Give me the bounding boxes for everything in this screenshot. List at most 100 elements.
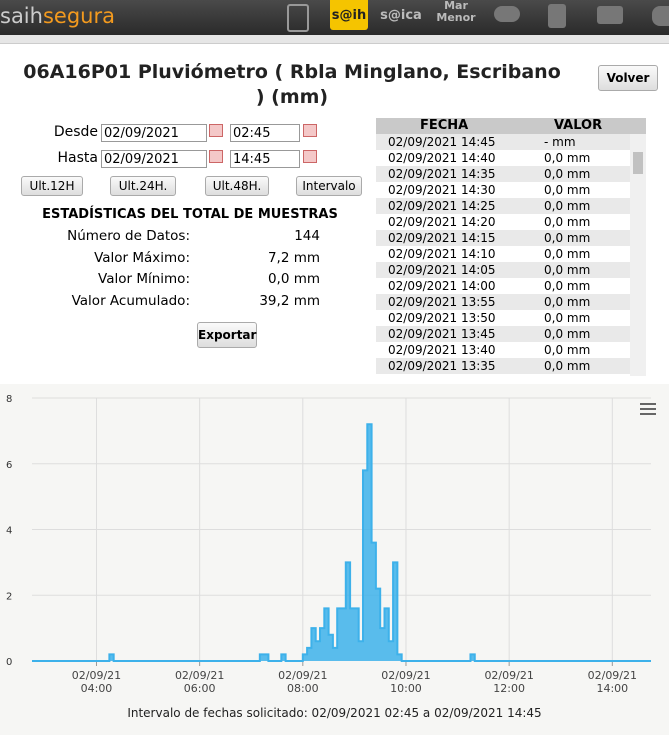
x-tick-label: 02/09/21 06:00 — [174, 669, 225, 695]
rain-area — [32, 424, 651, 661]
value-cell: 0,0 mm — [544, 215, 591, 229]
header-cell: VALOR — [554, 118, 603, 133]
calendar-icon[interactable] — [209, 150, 223, 163]
table-row: 02/09/2021 14:15 0,0 mm — [376, 230, 630, 246]
rain-line — [32, 423, 651, 662]
nav-saih[interactable]: s@ih — [331, 8, 367, 23]
range-button[interactable]: Ult.24H. — [110, 176, 176, 196]
clock-icon[interactable] — [303, 124, 317, 137]
to-label: Hasta — [57, 150, 98, 166]
range-button[interactable]: Ult.12H — [21, 176, 83, 196]
from-date[interactable]: 02/09/2021 — [101, 124, 207, 142]
value-cell: 0,0 mm — [544, 167, 591, 181]
tablet-icon[interactable] — [287, 4, 309, 32]
chart: 0 2 4 6 8 — [6, 394, 656, 668]
date-cell: 02/09/2021 14:15 — [388, 231, 496, 245]
weather-icon[interactable] — [494, 6, 520, 22]
clock-icon[interactable] — [303, 150, 317, 163]
value-cell: 0,0 mm — [544, 295, 591, 309]
scroll-thumb[interactable] — [633, 152, 643, 174]
date-cell: 02/09/2021 14:25 — [388, 199, 496, 213]
x-tick-label: 02/09/21 10:00 — [381, 669, 431, 695]
logo[interactable]: saihsegura — [0, 4, 115, 28]
x-tick-label: 02/09/21 12:00 — [484, 669, 534, 695]
nav-saica[interactable]: s@ica — [380, 8, 422, 23]
to-time[interactable]: 14:45 — [230, 150, 300, 168]
value-cell: 0,0 mm — [544, 263, 591, 277]
value-cell: 0,0 mm — [544, 199, 591, 213]
menu-icon[interactable] — [640, 403, 656, 415]
stat-label: Valor Acumulado: — [71, 292, 190, 309]
extra-icon[interactable] — [652, 6, 669, 26]
logo-b: segura — [42, 4, 115, 28]
stat-value: 144 — [294, 228, 320, 244]
value-cell: 0,0 mm — [544, 343, 591, 357]
stat-label: Valor Máximo: — [94, 249, 190, 266]
date-cell: 02/09/2021 13:50 — [388, 311, 496, 325]
table-row: 02/09/2021 13:40 0,0 mm — [376, 342, 630, 358]
date-cell: 02/09/2021 14:20 — [388, 215, 496, 229]
table-row: 02/09/2021 13:35 0,0 mm — [376, 358, 630, 374]
value-cell: 0,0 mm — [544, 183, 591, 197]
y-tick-label: 8 — [6, 394, 12, 405]
date-cell: 02/09/2021 13:35 — [388, 359, 496, 373]
stat-label: Número de Datos: — [67, 228, 190, 244]
active-tab[interactable] — [330, 0, 368, 30]
panel-icon[interactable] — [597, 6, 623, 24]
value-cell: - mm — [544, 135, 576, 149]
header-cell: FECHA — [420, 118, 469, 133]
table-row: 02/09/2021 13:50 0,0 mm — [376, 310, 630, 326]
table-row: 02/09/2021 14:40 0,0 mm — [376, 150, 630, 166]
stat-value: 7,2 mm — [267, 249, 320, 266]
x-tick-label: 02/09/21 08:00 — [278, 669, 328, 695]
calendar-icon[interactable] — [209, 124, 223, 137]
range-button[interactable]: Ult.48H. — [205, 176, 269, 196]
value-cell: 0,0 mm — [544, 279, 591, 293]
stat-label: Valor Mínimo: — [98, 271, 190, 287]
date-cell: 02/09/2021 13:45 — [388, 327, 496, 341]
date-cell: 02/09/2021 14:35 — [388, 167, 496, 181]
x-tick-label: 02/09/21 04:00 — [71, 669, 122, 695]
table-header: FECHA VALOR — [376, 118, 646, 134]
from-time[interactable]: 02:45 — [230, 124, 300, 142]
export-button[interactable]: Exportar — [197, 322, 257, 348]
table-row: 02/09/2021 14:05 0,0 mm — [376, 262, 630, 278]
value-cell: 0,0 mm — [544, 231, 591, 245]
date-cell: 02/09/2021 14:45 — [388, 135, 496, 149]
to-date[interactable]: 02/09/2021 — [101, 150, 207, 168]
value-cell: 0,0 mm — [544, 359, 591, 373]
stat-value: 0,0 mm — [267, 271, 320, 287]
scrollbar[interactable] — [630, 134, 646, 376]
logo-a: saih — [0, 4, 43, 28]
y-tick-label: 4 — [6, 526, 12, 537]
page-title: 06A16P01 Pluviómetro ( Rbla Minglano, Es… — [23, 61, 561, 108]
table-row: 02/09/2021 13:55 0,0 mm — [376, 294, 630, 310]
table-row: 02/09/2021 14:00 0,0 mm — [376, 278, 630, 294]
table-row: 02/09/2021 14:35 0,0 mm — [376, 166, 630, 182]
table-row: 02/09/2021 14:20 0,0 mm — [376, 214, 630, 230]
table-row: 02/09/2021 14:25 0,0 mm — [376, 198, 630, 214]
nav-mar-menor[interactable]: Mar Menor — [436, 0, 476, 24]
value-cell: 0,0 mm — [544, 151, 591, 165]
x-tick-label: 02/09/21 14:00 — [587, 669, 638, 695]
y-tick-label: 0 — [6, 657, 12, 668]
chart-caption: Intervalo de fechas solicitado: 02/09/20… — [127, 706, 542, 720]
stat-value: 39,2 mm — [259, 292, 320, 309]
date-cell: 02/09/2021 14:30 — [388, 183, 496, 197]
data-table: FECHA VALOR 02/09/2021 14:45- mm 02/09/20… — [376, 118, 646, 376]
back-button[interactable]: Volver — [598, 65, 658, 91]
range-button[interactable]: Intervalo — [296, 176, 362, 196]
y-tick-label: 2 — [6, 591, 12, 602]
from-label: Desde — [53, 124, 98, 140]
value-cell: 0,0 mm — [544, 327, 591, 341]
value-cell: 0,0 mm — [544, 247, 591, 261]
chart-panel — [0, 384, 669, 735]
table-row: 02/09/2021 14:45 - mm — [376, 134, 630, 150]
table-row: 02/09/2021 13:45 0,0 mm — [376, 326, 630, 342]
top-bar: saihsegura s@ih s@ica Mar Menor — [0, 0, 669, 35]
date-cell: 02/09/2021 14:10 — [388, 247, 496, 261]
date-cell: 02/09/2021 14:00 — [388, 279, 496, 293]
book-icon[interactable] — [548, 4, 566, 28]
date-cell: 02/09/2021 13:55 — [388, 295, 496, 309]
